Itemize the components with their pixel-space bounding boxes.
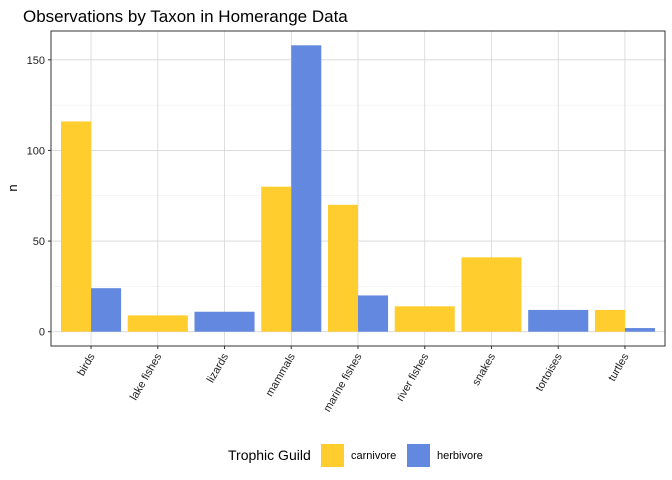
x-tick-label: birds [75,351,98,378]
x-axis: birds lake fishes lizards mammals marine fis… [75,346,632,414]
y-tick-label: 150 [27,55,45,67]
legend-label-herbivore: herbivore [437,450,483,462]
bar-carnivore-birds [61,121,92,332]
x-tick-label: snakes [470,351,498,388]
x-tick-label: lizards [205,351,232,385]
bar-herbivore-marine-fishes [358,295,389,332]
bar-carnivore-snakes [461,257,522,332]
plot-panel [50,30,666,347]
bar-carnivore-mammals [261,186,292,332]
y-tick-label: 0 [39,327,45,339]
bar-herbivore-tortoises [528,309,589,332]
x-tick-label: tortoises [534,351,565,393]
bar-carnivore-lake-fishes [127,315,188,332]
bar-herbivore-mammals [291,45,322,332]
y-axis: 0 50 100 150 [27,55,51,339]
legend-items: carnivore herbivore [321,444,483,467]
y-tick-label: 100 [27,145,45,157]
legend-key-herbivore [407,444,430,467]
bar-herbivore-lizards [194,311,255,332]
bar-carnivore-river-fishes [394,306,455,332]
x-tick-label: mammals [264,351,298,399]
bars [61,45,655,332]
bar-herbivore-turtles [624,328,655,332]
y-tick-label: 50 [33,236,45,248]
legend: Trophic Guild carnivore herbivore [228,444,483,467]
bar-carnivore-marine-fishes [327,204,358,332]
y-axis-title: n [5,184,20,191]
legend-label-carnivore: carnivore [351,450,396,462]
legend-title: Trophic Guild [228,447,311,463]
legend-key-carnivore [321,444,344,467]
bar-herbivore-birds [91,288,122,332]
x-tick-label: lake fishes [128,351,165,402]
x-tick-label: river fishes [394,351,431,403]
chart-title: Observations by Taxon in Homerange Data [23,7,348,26]
x-tick-label: turtles [606,351,632,383]
bar-carnivore-turtles [594,309,625,332]
x-tick-label: marine fishes [321,351,364,414]
